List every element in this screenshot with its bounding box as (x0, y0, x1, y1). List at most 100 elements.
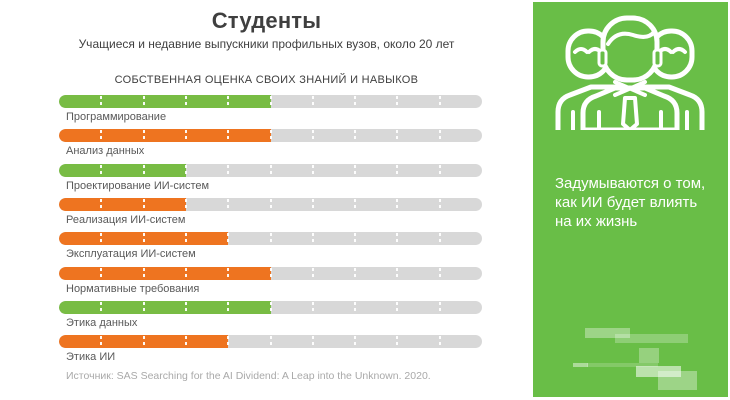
bar-tick (184, 302, 187, 313)
bar-tick (269, 165, 272, 176)
bar-label: Нормативные требования (66, 283, 200, 295)
bar-tick (396, 165, 399, 176)
bar-tick (227, 336, 230, 347)
bar-tick (184, 336, 187, 347)
bar-tick (269, 96, 272, 107)
right-person-face (657, 47, 687, 54)
bar-tick (142, 268, 145, 279)
bar-row: Анализ данных (0, 129, 533, 161)
redacted-text-block (658, 371, 697, 390)
bar-row: Этика данных (0, 301, 533, 333)
bar-tick (100, 268, 103, 279)
bar-tick (184, 130, 187, 141)
bar-track (59, 232, 482, 245)
bar-tick (100, 96, 103, 107)
bar-tick (438, 199, 441, 210)
center-person-ear-left (597, 48, 608, 68)
bar-track (59, 335, 482, 348)
left-person-face (573, 47, 603, 54)
bar-tick (227, 96, 230, 107)
center-person-hair (606, 30, 656, 46)
bar-tick (311, 302, 314, 313)
bar-tick (438, 96, 441, 107)
bar-tick (354, 302, 357, 313)
bar-tick (184, 233, 187, 244)
bar-tick (396, 302, 399, 313)
bar-row: Программирование (0, 95, 533, 127)
redacted-text-block (585, 328, 630, 338)
bar-tick (311, 96, 314, 107)
bar-tick (227, 165, 230, 176)
bar-tick (184, 268, 187, 279)
bar-tick (438, 165, 441, 176)
bar-tick (396, 96, 399, 107)
bar-row: Этика ИИ (0, 335, 533, 367)
bar-fill (59, 95, 271, 108)
bar-tick (396, 268, 399, 279)
bar-tick (269, 268, 272, 279)
bar-tick (311, 336, 314, 347)
bar-tick (142, 199, 145, 210)
bar-row: Проектирование ИИ-систем (0, 164, 533, 196)
center-person-ear-right (652, 48, 663, 68)
bar-tick (184, 96, 187, 107)
bar-tick (438, 130, 441, 141)
bar-tick (354, 96, 357, 107)
bar-track (59, 267, 482, 280)
bar-tick (227, 268, 230, 279)
bar-label: Программирование (66, 111, 167, 123)
right-person-body (640, 84, 705, 130)
center-person-collar (613, 80, 647, 97)
bar-track (59, 301, 482, 314)
bar-row: Эксплуатация ИИ-систем (0, 232, 533, 264)
bar-fill (59, 267, 271, 280)
bar-label: Эксплуатация ИИ-систем (66, 248, 196, 260)
bar-tick (142, 165, 145, 176)
bar-tick (354, 233, 357, 244)
bar-label: Этика ИИ (66, 351, 116, 363)
bar-tick (269, 233, 272, 244)
bar-label: Проектирование ИИ-систем (66, 180, 210, 192)
bar-tick (354, 336, 357, 347)
redacted-text-block (573, 363, 588, 367)
bar-fill (59, 129, 271, 142)
bar-tick (438, 336, 441, 347)
bar-tick (438, 268, 441, 279)
bar-tick (396, 199, 399, 210)
bar-tick (396, 336, 399, 347)
redacted-text-block (636, 366, 681, 377)
bar-tick (227, 199, 230, 210)
bar-tick (184, 165, 187, 176)
bar-tick (100, 199, 103, 210)
bar-tick (269, 336, 272, 347)
bar-tick (311, 199, 314, 210)
center-person-head (600, 15, 660, 83)
bar-tick (184, 199, 187, 210)
bar-tick (100, 302, 103, 313)
bar-tick (142, 130, 145, 141)
bar-tick (227, 302, 230, 313)
redacted-text-block (587, 363, 658, 367)
bar-tick (142, 233, 145, 244)
bar-label: Анализ данных (66, 145, 145, 157)
bar-tick (227, 130, 230, 141)
redacted-text-block (615, 334, 688, 343)
bar-tick (100, 165, 103, 176)
bar-tick (269, 199, 272, 210)
bar-tick (354, 268, 357, 279)
bar-row: Реализация ИИ-систем (0, 198, 533, 230)
bar-tick (142, 96, 145, 107)
bar-label: Этика данных (66, 317, 138, 329)
bar-row: Нормативные требования (0, 267, 533, 299)
bar-tick (142, 336, 145, 347)
page-title: Студенты (211, 8, 322, 33)
bar-tick (311, 233, 314, 244)
bar-tick (100, 233, 103, 244)
bar-track (59, 95, 482, 108)
bar-tick (354, 199, 357, 210)
bar-tick (396, 130, 399, 141)
bar-fill (59, 164, 186, 177)
bar-tick (100, 130, 103, 141)
chart-title: СОБСТВЕННАЯ ОЦЕНКА СВОИХ ЗНАНИЙ И НАВЫКО… (114, 74, 419, 86)
